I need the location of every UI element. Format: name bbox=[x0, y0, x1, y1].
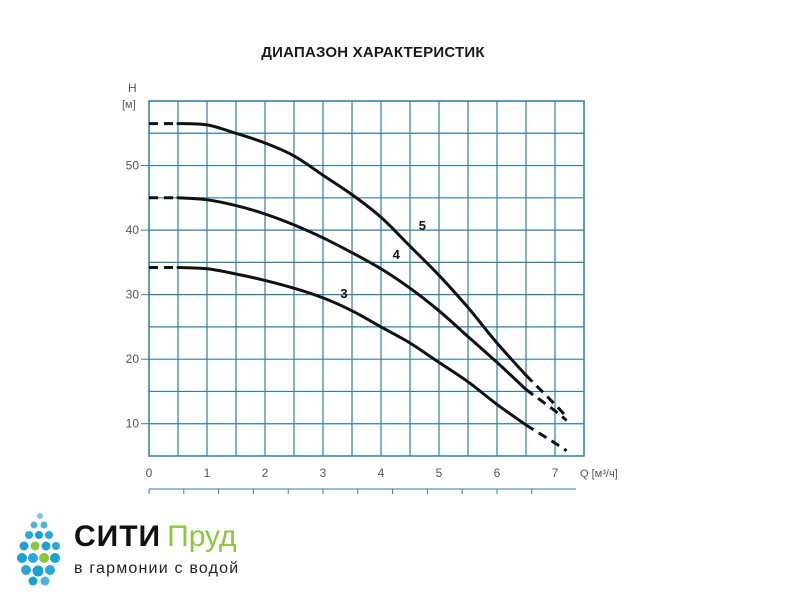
chart-title: ДИАПАЗОН ХАРАКТЕРИСТИК bbox=[261, 44, 485, 61]
curve-label-4: 4 bbox=[393, 247, 401, 262]
x-tick-label: 6 bbox=[494, 466, 501, 480]
brand-tagline: в гармонии с водой bbox=[74, 560, 240, 577]
company-logo: СИТИ Пруд в гармонии с водой bbox=[10, 510, 300, 590]
curve-labels: 5 4 3 bbox=[340, 218, 426, 301]
brand-name-primary: СИТИ bbox=[74, 520, 162, 553]
series-3-end-dashed bbox=[525, 423, 568, 453]
series-3-line bbox=[176, 266, 528, 427]
y-tick-label: 20 bbox=[126, 352, 140, 366]
y-tick-label: 30 bbox=[126, 288, 140, 302]
x-tick-label: 5 bbox=[436, 466, 443, 480]
x-axis-label: Q [м³/ч] bbox=[580, 468, 618, 480]
water-drops-icon bbox=[17, 513, 60, 586]
series-lines bbox=[149, 122, 568, 453]
series-5-end-dashed bbox=[524, 374, 568, 419]
curve-label-5: 5 bbox=[419, 218, 426, 233]
y-axis-label: H bbox=[128, 81, 137, 95]
plot-frame bbox=[148, 100, 585, 457]
brand-name-secondary: Пруд bbox=[167, 520, 237, 553]
series-4-end-dashed bbox=[525, 388, 568, 422]
x-tick-label: 2 bbox=[262, 466, 269, 480]
brand-name: СИТИ Пруд bbox=[74, 522, 237, 552]
x-tick-label: 3 bbox=[320, 466, 327, 480]
grid bbox=[148, 100, 585, 457]
x-tick-label: 7 bbox=[552, 466, 559, 480]
series-4-line bbox=[176, 196, 528, 391]
series-5-line bbox=[176, 122, 528, 377]
y-tick-label: 40 bbox=[126, 223, 140, 237]
x-tick-label: 4 bbox=[378, 466, 385, 480]
x-tick-label: 1 bbox=[204, 466, 211, 480]
y-tick-label: 50 bbox=[126, 159, 140, 173]
y-tick-label: 10 bbox=[126, 417, 140, 431]
curve-label-3: 3 bbox=[340, 286, 347, 301]
y-axis-unit: [м] bbox=[122, 99, 136, 111]
x-tick-label: 0 bbox=[146, 466, 153, 480]
